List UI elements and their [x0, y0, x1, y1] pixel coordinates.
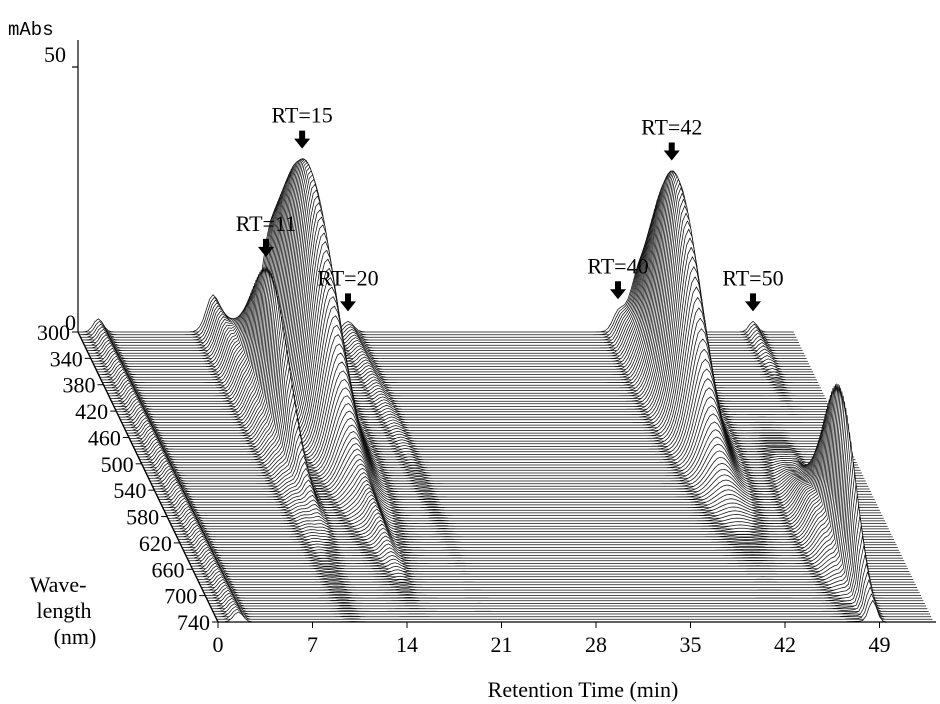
peak-label: RT=11 [236, 211, 296, 257]
peak-label-text: RT=20 [317, 265, 378, 290]
wavelength-tick-label: 300 [37, 320, 70, 345]
time-tick-label: 14 [396, 632, 418, 657]
peak-label-text: RT=50 [722, 265, 783, 290]
down-arrow-icon [257, 238, 274, 257]
time-tick-label: 7 [307, 632, 318, 657]
wavelength-trace [212, 571, 929, 612]
peak-label-text: RT=11 [236, 211, 296, 236]
z-axis-title-line3: (nm) [54, 624, 97, 649]
down-arrow-icon [610, 281, 626, 300]
peak-label: RT=50 [722, 265, 784, 312]
time-tick-label: 42 [774, 632, 796, 657]
wavelength-trace [195, 441, 913, 578]
down-arrow-icon [663, 142, 680, 161]
wavelength-trace [198, 462, 915, 583]
wavelength-trace [206, 525, 923, 599]
x-axis-title: Retention Time (min) [488, 677, 679, 702]
wavelength-trace [200, 483, 918, 588]
wavelength-trace [213, 579, 930, 615]
wavelength-trace [197, 451, 914, 580]
peak-label-text: RT=15 [272, 103, 333, 128]
wavelength-tick-label: 460 [88, 425, 121, 450]
wavelength-tick-label: 580 [126, 505, 159, 530]
z-axis-title-line1: Wave- [30, 572, 87, 597]
axes-group [72, 40, 936, 623]
wavelength-trace [204, 515, 922, 596]
wavelength-tick-label: 620 [139, 531, 172, 556]
peak-label: RT=40 [587, 253, 649, 300]
wavelength-trace [203, 504, 920, 594]
wavelength-tick-label: 660 [152, 557, 185, 582]
z-axis-title-line2: length [37, 598, 92, 623]
time-tick-label: 28 [585, 632, 607, 657]
wavelength-trace [215, 586, 932, 618]
time-tick-label: 21 [491, 632, 513, 657]
time-tick-group: 0 7 14 21 28 35 42 49 [213, 622, 891, 657]
peak-label-group: RT=11 RT=15 RT=20 RT=40 RT=42 RT=50 [236, 103, 784, 312]
wavelength-trace [211, 563, 928, 610]
peak-label: RT=20 [317, 265, 379, 312]
wavelength-trace [193, 423, 910, 572]
y-tick-50: 50 [44, 42, 66, 67]
time-tick-label: 49 [869, 632, 891, 657]
wavelength-trace [191, 415, 909, 570]
wavelength-tick-label: 340 [50, 346, 83, 371]
wavelength-axis-line [77, 331, 219, 623]
wavelength-trace [207, 535, 924, 602]
wavelength-trace [208, 545, 925, 604]
time-tick-label: 0 [213, 632, 224, 657]
down-arrow-icon [340, 293, 356, 312]
wavelength-tick-label: 540 [113, 478, 146, 503]
wavelength-tick-label: 380 [62, 373, 95, 398]
peak-label-text: RT=40 [587, 253, 648, 278]
trace-group [77, 158, 934, 623]
wavelength-tick-label: 420 [75, 399, 108, 424]
y-tick-0: 0 [65, 310, 76, 335]
y-axis-title: mAbs [8, 19, 54, 41]
peak-label-text: RT=42 [641, 115, 702, 140]
down-arrow-icon [745, 293, 761, 312]
down-arrow-icon [294, 130, 311, 149]
wavelength-trace [194, 432, 911, 575]
wavelength-trace [199, 472, 916, 586]
wavelength-trace [209, 554, 927, 607]
peak-label: RT=15 [272, 103, 333, 149]
wavelength-tick-label: 740 [177, 610, 210, 635]
peak-label: RT=42 [641, 115, 702, 161]
wavelength-trace [202, 494, 919, 591]
wavelength-trace [216, 593, 933, 620]
wavelength-tick-label: 700 [164, 584, 197, 609]
wavelength-tick-label: 500 [101, 452, 134, 477]
time-tick-label: 35 [680, 632, 702, 657]
